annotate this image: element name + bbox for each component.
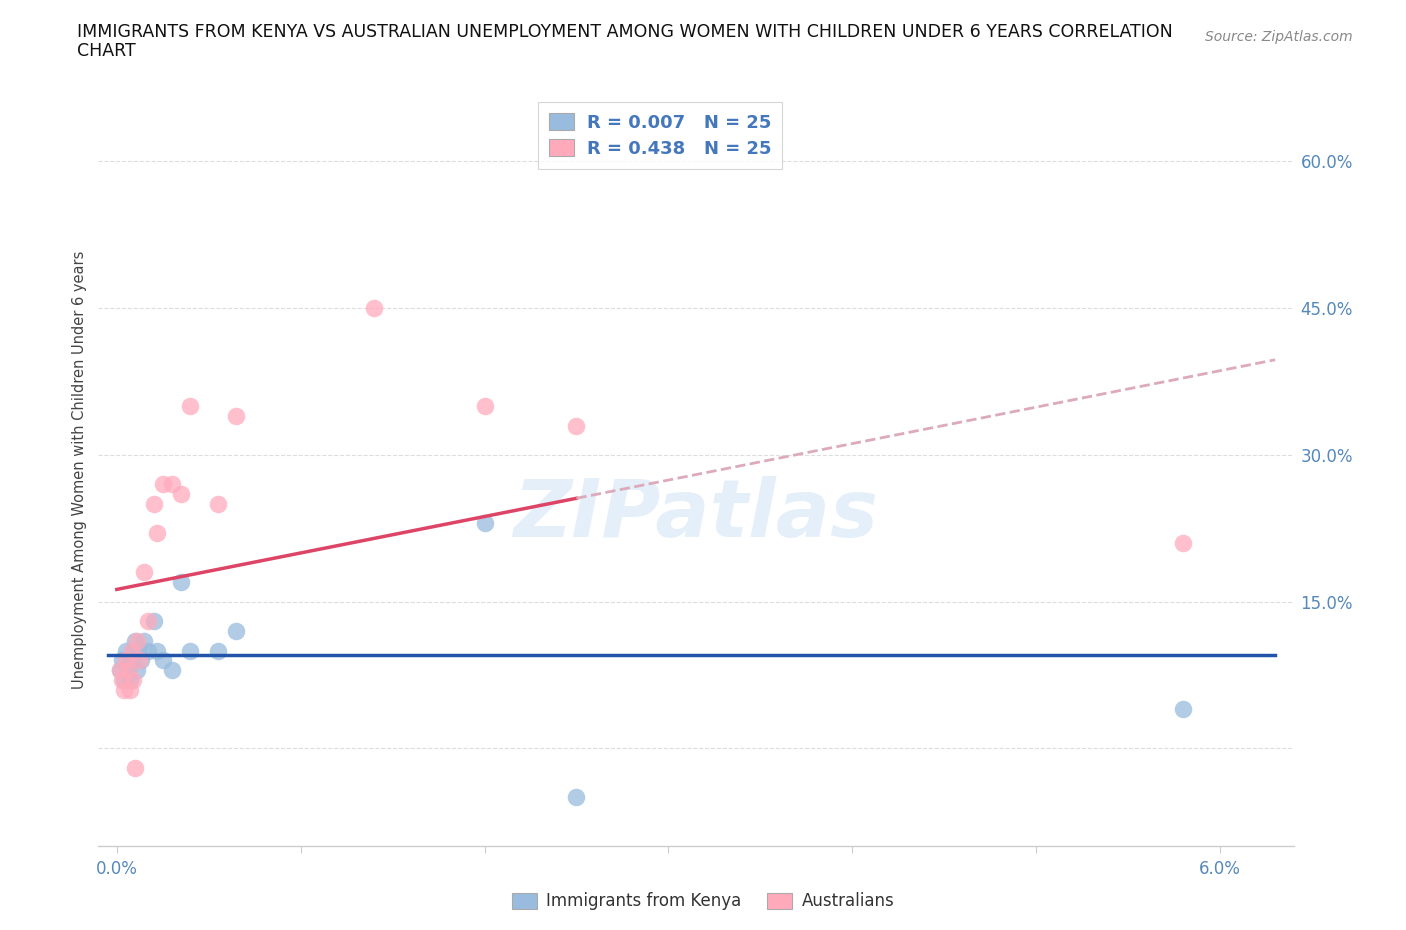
Text: IMMIGRANTS FROM KENYA VS AUSTRALIAN UNEMPLOYMENT AMONG WOMEN WITH CHILDREN UNDER: IMMIGRANTS FROM KENYA VS AUSTRALIAN UNEM… <box>77 23 1173 41</box>
Point <box>474 399 496 414</box>
Point <box>111 653 134 668</box>
Point <box>112 672 135 687</box>
Point <box>118 683 141 698</box>
Legend: R = 0.007   N = 25, R = 0.438   N = 25: R = 0.007 N = 25, R = 0.438 N = 25 <box>538 102 782 168</box>
Point <box>124 633 146 648</box>
Point <box>118 672 141 687</box>
Legend: Immigrants from Kenya, Australians: Immigrants from Kenya, Australians <box>505 885 901 917</box>
Text: CHART: CHART <box>77 42 136 60</box>
Point <box>117 663 139 678</box>
Point <box>160 663 183 678</box>
Point <box>110 663 132 678</box>
Point <box>134 565 156 579</box>
Point <box>152 477 174 492</box>
Point <box>121 644 143 658</box>
Point <box>207 644 229 658</box>
Point <box>142 497 165 512</box>
Point <box>125 663 148 678</box>
Point <box>129 653 152 668</box>
Point <box>142 614 165 629</box>
Point <box>170 575 193 590</box>
Point <box>565 790 588 804</box>
Point <box>122 644 145 658</box>
Point <box>134 633 156 648</box>
Point <box>112 683 135 698</box>
Point <box>122 672 145 687</box>
Point <box>125 633 148 648</box>
Text: ZIPatlas: ZIPatlas <box>513 476 879 554</box>
Point <box>179 644 201 658</box>
Point <box>474 516 496 531</box>
Point <box>128 653 150 668</box>
Point <box>179 399 201 414</box>
Point <box>565 418 588 433</box>
Text: Source: ZipAtlas.com: Source: ZipAtlas.com <box>1205 30 1353 44</box>
Y-axis label: Unemployment Among Women with Children Under 6 years: Unemployment Among Women with Children U… <box>72 250 87 689</box>
Point <box>363 300 385 315</box>
Point <box>207 497 229 512</box>
Point <box>146 644 169 658</box>
Point <box>121 653 143 668</box>
Point <box>225 408 247 423</box>
Point <box>115 653 138 668</box>
Point <box>170 486 193 501</box>
Point <box>152 653 174 668</box>
Point <box>124 761 146 776</box>
Point <box>117 663 139 678</box>
Point <box>136 614 159 629</box>
Point <box>1173 702 1195 717</box>
Point <box>225 624 247 639</box>
Point <box>160 477 183 492</box>
Point <box>111 672 134 687</box>
Point <box>128 644 150 658</box>
Point <box>1173 536 1195 551</box>
Point <box>146 525 169 540</box>
Point <box>115 644 138 658</box>
Point <box>136 644 159 658</box>
Point <box>110 663 132 678</box>
